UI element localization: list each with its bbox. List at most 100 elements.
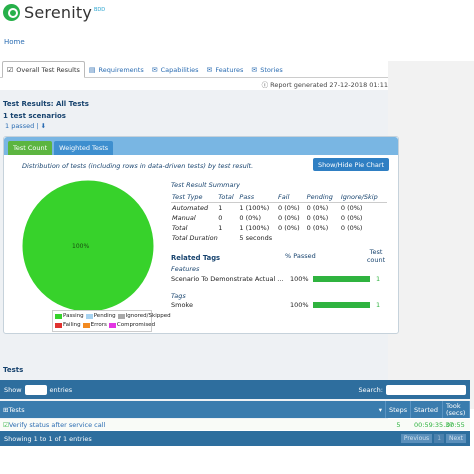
legend-item-compromised: Compromised: [108, 321, 156, 330]
legend-label: Errors: [90, 322, 107, 328]
tag-pct: 100%: [290, 275, 309, 283]
legend-label: Passing: [63, 313, 84, 319]
col-pass: Pass: [238, 192, 278, 203]
tab-overall-test-results[interactable]: ☑ Overall Test Results: [2, 61, 85, 78]
serenity-logo: Serenity BDD: [3, 3, 105, 22]
pie-legend: Passing Pending Ignored/Skipped Failing …: [52, 310, 171, 332]
test-name: Verify status after service call: [8, 420, 106, 429]
tag-link-feature[interactable]: Scenario To Demonstrate Actual ...: [171, 275, 284, 283]
legend-swatch: [55, 323, 62, 328]
pie-chart: 100%: [20, 178, 156, 316]
cell: Manual: [172, 213, 196, 222]
legend-label: Compromised: [116, 322, 156, 328]
tests-toolbar: Show entries Search:: [0, 380, 470, 399]
tab-weighted-tests[interactable]: Weighted Tests: [54, 141, 114, 155]
home-link[interactable]: Home: [4, 38, 25, 46]
duration-label: Total Duration: [172, 233, 218, 242]
cell: 0 (0%): [278, 213, 300, 222]
tag-progress-bar: [313, 276, 370, 282]
col-tests[interactable]: ⊞ Tests ▾: [0, 401, 386, 418]
cell: 1: [218, 223, 223, 232]
tag-group-tags: Tags: [171, 292, 186, 300]
col-started[interactable]: Started: [411, 401, 443, 418]
col-label: Started: [414, 405, 439, 414]
summary-table: Test Type Total Pass Fail Pending Ignore…: [171, 192, 387, 243]
test-results-title: Test Results: All Tests: [3, 100, 89, 108]
table-row[interactable]: ☑ Verify status after service call 5 00:…: [0, 419, 470, 430]
cell: Total: [172, 223, 188, 232]
tag-progress-fill: [313, 276, 370, 282]
tab-stories[interactable]: ✉ Stories: [247, 61, 286, 78]
tag-progress-fill: [313, 302, 370, 308]
passed-link[interactable]: 1 passed: [5, 122, 35, 130]
summary-header-row: Test Type Total Pass Fail Pending Ignore…: [171, 192, 387, 203]
search-input[interactable]: [386, 384, 466, 395]
comments-icon: ✉: [251, 65, 258, 74]
tab-label: Overall Test Results: [16, 65, 80, 74]
cell: 0 (0%): [239, 213, 261, 222]
col-label: Tests: [8, 405, 25, 414]
cell: 0 (0%): [340, 223, 363, 232]
page-1-button[interactable]: 1: [434, 434, 445, 443]
tag-count: 1: [376, 275, 381, 283]
related-tags-passed-header: % Passed: [285, 252, 316, 260]
panel-tabs: Test Count Weighted Tests: [4, 137, 398, 155]
right-gutter: [388, 61, 474, 409]
toggle-pie-chart-button[interactable]: Show/Hide Pie Chart: [313, 158, 389, 171]
cell: 1 (100%): [239, 203, 270, 212]
related-tags-title: Related Tags: [171, 254, 221, 262]
summary-row-manual: Manual 0 0 (0%) 0 (0%) 0 (0%) 0 (0%): [171, 213, 387, 223]
col-ignore-skip: Ignore/Skip: [339, 192, 387, 203]
legend-item-passing: Passing: [55, 312, 84, 321]
col-pending: Pending: [305, 192, 340, 203]
tag-link-smoke[interactable]: Smoke: [171, 301, 193, 309]
legend-swatch: [85, 314, 93, 319]
brand-version: BDD: [94, 6, 106, 13]
tag-progress-bar: [313, 302, 370, 308]
steps-cell: 5: [396, 420, 401, 429]
col-total: Total: [217, 192, 239, 203]
pass-check-icon: ☑: [3, 420, 9, 429]
cell: Automated: [172, 203, 209, 212]
tests-title: Tests: [3, 366, 24, 374]
cell: 0 (0%): [340, 203, 363, 212]
tab-test-count[interactable]: Test Count: [8, 141, 53, 155]
summary-title: Test Result Summary: [171, 181, 241, 189]
cell: 0 (0%): [278, 203, 300, 212]
showing-info: Showing 1 to 1 of 1 entries: [4, 434, 92, 443]
cell: 0 (0%): [306, 213, 329, 222]
cell: 0 (0%): [340, 213, 363, 222]
tab-features[interactable]: ✉ Features: [203, 61, 248, 78]
entries-select[interactable]: [24, 384, 47, 395]
legend-label: Failing: [63, 322, 81, 328]
test-name-cell[interactable]: ☑ Verify status after service call: [0, 419, 386, 430]
col-test-type: Test Type: [171, 192, 218, 203]
separator: |: [36, 122, 41, 130]
tab-capabilities[interactable]: ✉ Capabilities: [148, 61, 203, 78]
col-steps[interactable]: Steps: [386, 401, 411, 418]
legend-swatch: [117, 314, 125, 319]
tag-group-features: Features: [171, 265, 200, 273]
main-tabs: ☑ Overall Test Results ▤ Requirements ✉ …: [0, 61, 388, 78]
scenarios-title: 1 test scenarios: [3, 112, 66, 120]
cell: 0 (0%): [306, 223, 329, 232]
entries-label: entries: [49, 385, 73, 394]
tab-requirements[interactable]: ▤ Requirements: [85, 61, 148, 78]
legend-item-failing: Failing: [55, 321, 81, 330]
download-icon[interactable]: ⬇: [40, 122, 47, 130]
pie-svg: 100%: [21, 179, 155, 313]
col-took[interactable]: Took (secs): [443, 401, 470, 418]
col-fail: Fail: [277, 192, 306, 203]
legend-item-ignored: Ignored/Skipped: [117, 312, 171, 321]
legend-swatch: [108, 323, 116, 328]
brand-name: Serenity: [24, 3, 92, 22]
started-cell: 00:59:35.37: [414, 420, 454, 429]
previous-button[interactable]: Previous: [400, 434, 433, 443]
tab-label: Stories: [260, 65, 283, 74]
next-button[interactable]: Next: [446, 434, 466, 443]
legend-label: Pending: [93, 313, 116, 319]
tab-label: Capabilities: [160, 65, 199, 74]
count-header-text: Test count: [366, 248, 386, 264]
tab-label: Requirements: [98, 65, 144, 74]
tests-footer: Showing 1 to 1 of 1 entries Previous 1 N…: [0, 431, 470, 446]
